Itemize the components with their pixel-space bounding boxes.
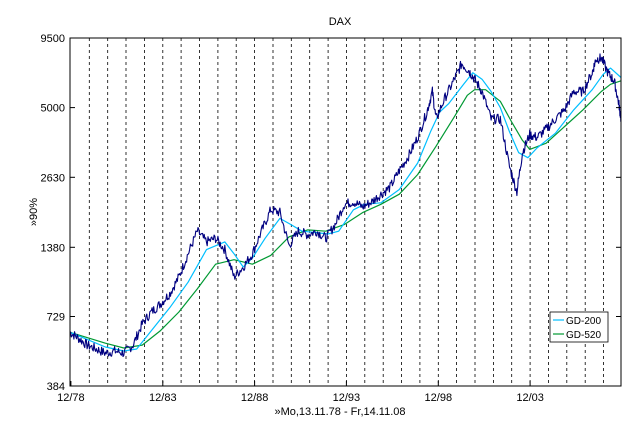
x-tick-label: 12/93: [333, 392, 361, 404]
series-layer: [69, 53, 622, 358]
y-tick-label: 9500: [41, 33, 65, 45]
x-tick-label: 12/03: [516, 392, 544, 404]
y-axis: 384 729 1380 2630 5000 9500: [41, 33, 621, 393]
legend-box: [549, 311, 609, 343]
chart-title: DAX: [329, 16, 352, 28]
y-axis-label: »90%: [28, 198, 40, 226]
x-tick-label: 12/88: [241, 392, 269, 404]
series-line-gd520: [69, 80, 622, 349]
legend-label-gd520: GD-520: [566, 330, 601, 341]
series-line-price: [69, 53, 622, 358]
y-tick-label: 729: [47, 312, 65, 324]
legend: GD-200 GD-520: [549, 311, 609, 343]
y-tick-label: 1380: [41, 242, 65, 254]
y-tick-label: 5000: [41, 103, 65, 115]
plot-frame: [69, 37, 622, 387]
y-tick-label: 2630: [41, 172, 65, 184]
x-axis-label: »Mo,13.11.78 - Fr,14.11.08: [274, 406, 405, 418]
x-tick-label: 12/78: [57, 392, 85, 404]
legend-label-gd200: GD-200: [566, 316, 601, 327]
vertical-grid: [88, 38, 604, 386]
x-tick-label: 12/98: [425, 392, 453, 404]
y-tick-label: 384: [47, 381, 65, 393]
x-tick-label: 12/83: [149, 392, 177, 404]
x-axis: 12/78 12/83 12/88 12/93 12/98 12/03: [57, 381, 544, 404]
